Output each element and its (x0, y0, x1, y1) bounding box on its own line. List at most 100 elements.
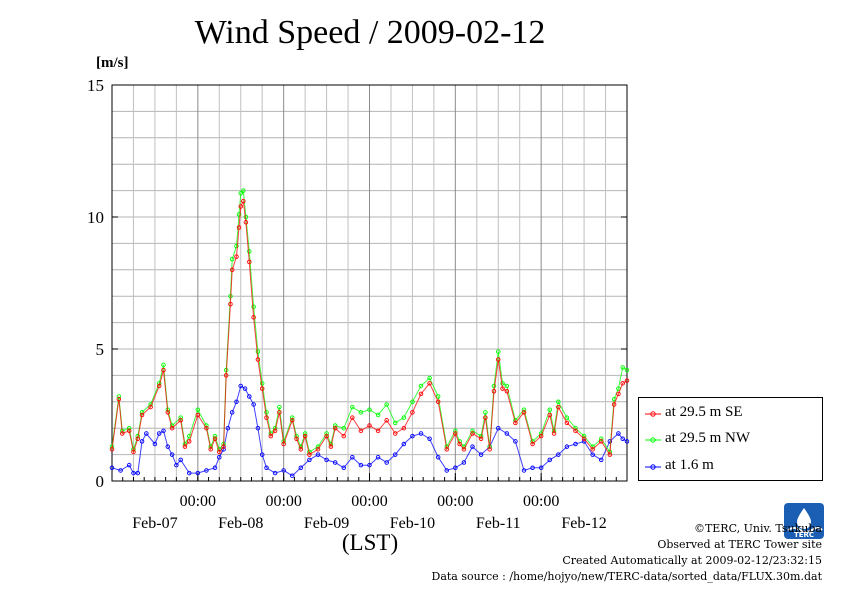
data-point (281, 468, 286, 473)
data-point (556, 399, 561, 405)
data-point (182, 444, 188, 449)
data-point (290, 418, 295, 423)
data-point (251, 304, 256, 310)
x-date-label: Feb-07 (132, 515, 177, 532)
data-point (264, 410, 269, 415)
data-point (228, 301, 233, 307)
data-point (259, 386, 265, 391)
data-point (259, 381, 265, 386)
data-point (229, 410, 235, 415)
data-point (341, 433, 347, 439)
data-point (332, 425, 338, 431)
data-point (350, 415, 355, 420)
data-point (315, 447, 321, 452)
data-point (581, 433, 587, 439)
data-point (556, 452, 561, 457)
data-point (139, 412, 145, 418)
data-point (174, 462, 179, 468)
data-point (620, 436, 625, 442)
data-point (120, 431, 125, 436)
data-point (229, 256, 235, 262)
data-point (255, 425, 261, 431)
data-point (444, 468, 450, 473)
data-point (457, 441, 462, 447)
created-text: Created Automatically at 2009-02-12/23:3… (562, 554, 822, 567)
data-point (255, 357, 261, 362)
data-point (418, 391, 424, 397)
data-point (607, 439, 613, 444)
data-point (236, 212, 242, 217)
data-point (156, 431, 162, 436)
data-point (530, 441, 535, 447)
legend-label-se: at 29.5 m SE (665, 404, 743, 420)
data-point (221, 444, 226, 449)
data-point (277, 404, 282, 410)
data-point (268, 433, 274, 439)
data-point (156, 383, 162, 389)
x-date-label: Feb-12 (561, 515, 606, 532)
observed-text: Observed at TERC Tower site (657, 538, 822, 551)
data-point (255, 349, 261, 354)
data-point (165, 410, 171, 415)
data-point (384, 460, 389, 465)
data-point (251, 402, 256, 407)
data-point (234, 399, 239, 405)
source-text: Data source : /home/hojyo/new/TERC-data/… (431, 570, 823, 583)
data-point (538, 433, 544, 439)
data-point (242, 386, 248, 391)
data-point (234, 243, 239, 249)
data-point (620, 365, 625, 370)
data-point (178, 418, 183, 423)
data-point (302, 433, 308, 439)
data-point (152, 441, 158, 447)
data-point (109, 465, 115, 471)
data-point (521, 410, 527, 415)
data-point (272, 428, 278, 434)
data-point (470, 444, 475, 449)
series-line (111, 199, 628, 457)
data-point (135, 470, 140, 476)
data-point (358, 428, 364, 434)
terc-logo-icon: TERC (784, 503, 824, 539)
data-point (131, 449, 136, 455)
data-point (332, 460, 338, 465)
data-point (513, 439, 518, 444)
data-point (573, 425, 578, 431)
data-point (350, 454, 355, 460)
legend-label-low: at 1.6 m (665, 457, 714, 473)
data-point (538, 465, 544, 471)
data-point (247, 394, 252, 399)
data-point (470, 431, 475, 436)
data-point (384, 402, 389, 407)
data-point (521, 468, 527, 473)
data-point (581, 436, 587, 442)
data-point (410, 433, 415, 439)
data-point (247, 259, 252, 265)
data-point (109, 447, 115, 452)
data-point (547, 412, 553, 418)
data-point (573, 441, 578, 447)
data-point (470, 428, 475, 434)
svg-text:TERC: TERC (794, 531, 814, 539)
data-point (212, 465, 218, 471)
data-point (294, 436, 299, 442)
data-point (547, 407, 553, 412)
data-point (453, 431, 458, 436)
data-point (238, 190, 243, 196)
data-point (435, 454, 441, 460)
data-point (238, 204, 243, 209)
data-point (444, 447, 450, 452)
data-point (435, 394, 441, 399)
data-point (208, 447, 213, 452)
data-point (139, 410, 145, 415)
data-point (139, 439, 145, 444)
data-point (551, 431, 557, 436)
data-point (212, 436, 218, 442)
data-point (624, 439, 630, 444)
data-point (204, 425, 209, 431)
data-point (367, 462, 372, 468)
data-point (234, 254, 239, 259)
data-point (135, 436, 140, 442)
data-point (478, 436, 484, 442)
